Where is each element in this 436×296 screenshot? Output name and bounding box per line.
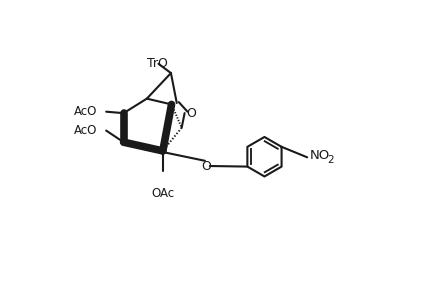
Text: TrO: TrO [147,57,168,70]
Text: O: O [201,160,211,173]
Text: 2: 2 [327,155,334,165]
Text: NO: NO [310,149,330,162]
Text: O: O [186,107,196,120]
Text: OAc: OAc [151,187,174,200]
Text: AcO: AcO [74,105,98,118]
Text: AcO: AcO [74,124,98,137]
